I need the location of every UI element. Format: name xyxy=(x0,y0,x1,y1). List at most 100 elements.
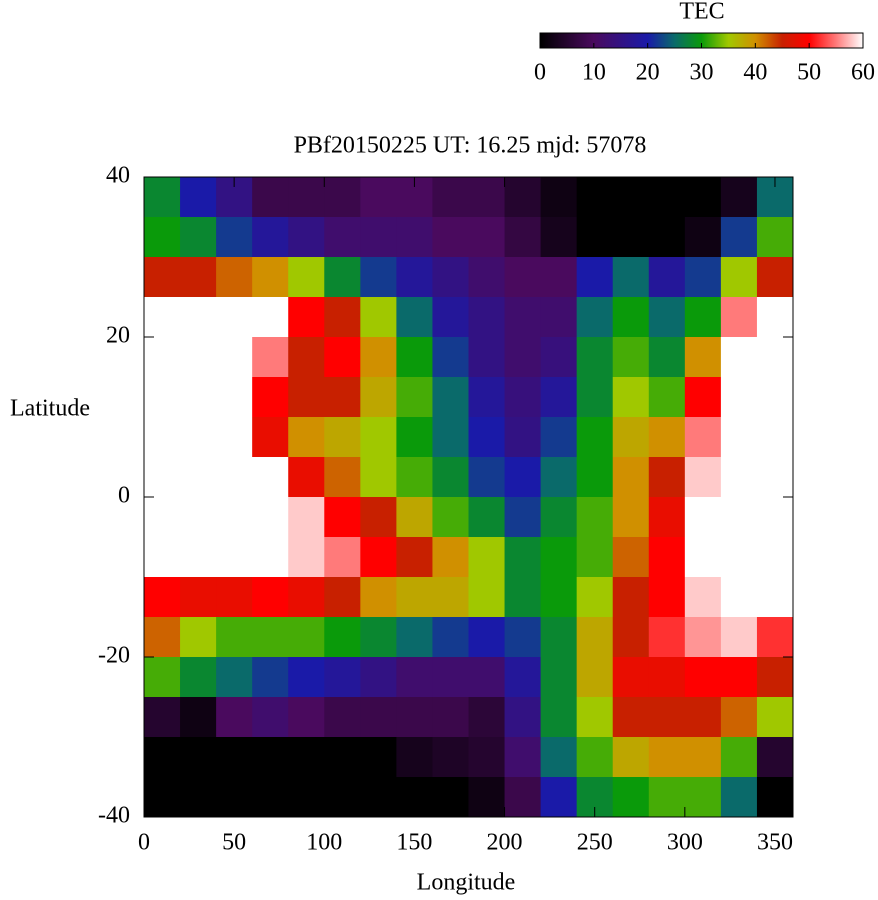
heatmap-cell xyxy=(468,737,506,778)
heatmap-cell xyxy=(504,737,542,778)
heatmap-cell xyxy=(684,497,722,538)
heatmap-cell xyxy=(612,297,650,338)
heatmap-cell xyxy=(576,697,614,738)
heatmap-cell xyxy=(576,377,614,418)
heatmap-cell xyxy=(360,497,397,538)
heatmap-cell xyxy=(144,417,181,458)
heatmap-cell xyxy=(324,217,361,258)
heatmap-cell xyxy=(144,617,181,658)
heatmap-cell xyxy=(648,777,686,818)
heatmap-cell xyxy=(396,537,433,578)
heatmap-cell xyxy=(396,297,433,338)
heatmap-cell xyxy=(720,577,758,618)
heatmap-cell xyxy=(180,177,217,218)
heatmap-cell xyxy=(432,417,469,458)
heatmap-cell xyxy=(504,697,542,738)
heatmap-cell xyxy=(432,297,469,338)
heatmap-cell xyxy=(756,417,794,458)
heatmap-cell xyxy=(504,497,542,538)
heatmap-cell xyxy=(684,417,722,458)
heatmap-cell xyxy=(684,377,722,418)
heatmap-cell xyxy=(612,217,650,258)
heatmap-cell xyxy=(144,657,181,698)
heatmap-cell xyxy=(432,737,469,778)
heatmap-cell xyxy=(252,257,289,298)
heatmap-cell xyxy=(468,777,506,818)
heatmap-cell xyxy=(324,497,361,538)
heatmap-cell xyxy=(756,297,794,338)
heatmap-cell xyxy=(720,657,758,698)
heatmap-cell xyxy=(540,337,578,378)
heatmap-cell xyxy=(180,737,217,778)
heatmap-cell xyxy=(288,257,325,298)
heatmap-cell xyxy=(216,497,253,538)
heatmap-cell xyxy=(216,297,253,338)
heatmap-cell xyxy=(756,497,794,538)
heatmap-cell xyxy=(648,337,686,378)
heatmap-cell xyxy=(468,257,506,298)
heatmap-cell xyxy=(396,657,433,698)
heatmap-cell xyxy=(360,217,397,258)
heatmap-cell xyxy=(504,257,542,298)
heatmap-cell xyxy=(468,697,506,738)
x-tick-label: 0 xyxy=(138,830,150,856)
heatmap-cell xyxy=(360,177,397,218)
heatmap-cell xyxy=(648,497,686,538)
heatmap-cell xyxy=(180,537,217,578)
heatmap-cell xyxy=(720,177,758,218)
heatmap-cell xyxy=(252,497,289,538)
heatmap-cell xyxy=(684,617,722,658)
heatmap-cell xyxy=(576,217,614,258)
heatmap-cell xyxy=(360,337,397,378)
heatmap-cell xyxy=(648,617,686,658)
heatmap-cell xyxy=(540,257,578,298)
heatmap-cell xyxy=(720,777,758,818)
heatmap-cell xyxy=(648,377,686,418)
heatmap-cell xyxy=(252,217,289,258)
heatmap-cell xyxy=(396,497,433,538)
heatmap-cell xyxy=(324,417,361,458)
heatmap-cell xyxy=(432,617,469,658)
heatmap-cell xyxy=(432,777,469,818)
heatmap-cell xyxy=(576,337,614,378)
heatmap-cell xyxy=(180,457,217,498)
heatmap-cell xyxy=(648,457,686,498)
heatmap-cell xyxy=(720,617,758,658)
heatmap-cell xyxy=(360,697,397,738)
heatmap-cell xyxy=(648,177,686,218)
heatmap-cell xyxy=(540,297,578,338)
heatmap-cell xyxy=(576,617,614,658)
heatmap-cell xyxy=(144,457,181,498)
heatmap-cell xyxy=(576,577,614,618)
heatmap-cell xyxy=(612,617,650,658)
heatmap-cell xyxy=(288,457,325,498)
heatmap-cell xyxy=(468,297,506,338)
heatmap-cell xyxy=(432,337,469,378)
heatmap-cell xyxy=(612,497,650,538)
heatmap-cell xyxy=(144,377,181,418)
heatmap-cell xyxy=(720,297,758,338)
heatmap-cell xyxy=(720,737,758,778)
heatmap-cell xyxy=(180,577,217,618)
heatmap-cell xyxy=(612,257,650,298)
heatmap-cell xyxy=(720,417,758,458)
heatmap-cell xyxy=(432,657,469,698)
heatmap-cell xyxy=(288,217,325,258)
heatmap-cell xyxy=(144,497,181,538)
heatmap-cell xyxy=(180,657,217,698)
heatmap-cell xyxy=(288,657,325,698)
heatmap-cell xyxy=(576,297,614,338)
colorbar-tick-label: 30 xyxy=(690,60,714,86)
heatmap-cell xyxy=(504,657,542,698)
heatmap-cell xyxy=(216,737,253,778)
heatmap-cell xyxy=(324,617,361,658)
colorbar-label: TEC xyxy=(679,0,724,25)
heatmap-cell xyxy=(612,377,650,418)
heatmap-cell xyxy=(360,777,397,818)
heatmap-cell xyxy=(684,457,722,498)
heatmap-cell xyxy=(396,617,433,658)
heatmap-cell xyxy=(540,417,578,458)
heatmap-cell xyxy=(612,777,650,818)
heatmap-cell xyxy=(540,657,578,698)
